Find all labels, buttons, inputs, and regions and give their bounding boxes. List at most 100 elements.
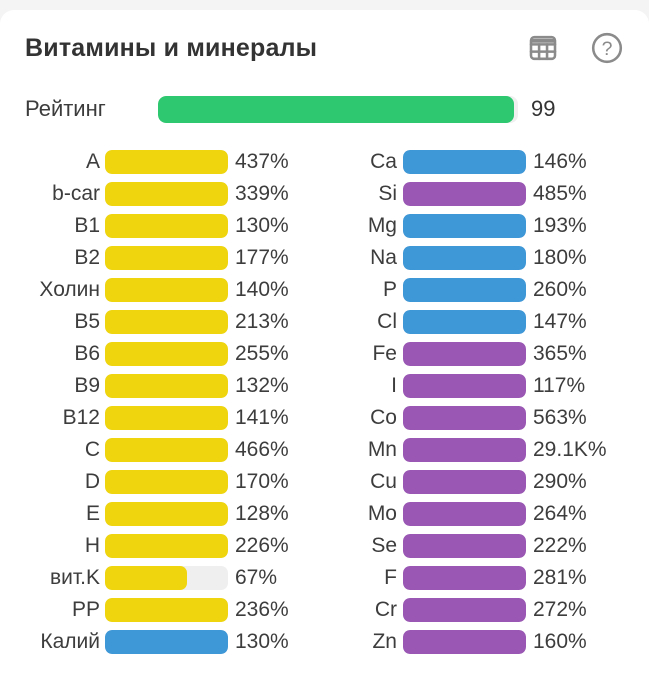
nutrient-bar-fill [403, 534, 526, 558]
nutrient-row: Cu 290% [330, 466, 630, 498]
nutrient-label: Zn [372, 630, 397, 653]
nutrient-bar-fill [403, 470, 526, 494]
nutrient-value: 290% [533, 470, 587, 493]
nutrient-bar-track [403, 374, 526, 398]
nutrient-row: Mg 193% [330, 210, 630, 242]
rating-value: 99 [531, 96, 556, 121]
nutrient-row: Se 222% [330, 530, 630, 562]
nutrient-bar-fill [105, 246, 228, 270]
nutrient-bar-fill [105, 406, 228, 430]
nutrient-value: 128% [235, 502, 289, 525]
nutrient-value: 180% [533, 246, 587, 269]
nutrient-row: PP 236% [20, 594, 330, 626]
nutrient-bar-track [403, 598, 526, 622]
nutrient-bar-track [105, 310, 228, 334]
rating-bar-track [158, 95, 518, 123]
nutrient-label: B6 [74, 342, 100, 365]
nutrient-label: Fe [372, 342, 397, 365]
nutrient-label: Mn [367, 438, 397, 461]
nutrient-bar-track [105, 214, 228, 238]
nutrient-bar-fill [403, 566, 526, 590]
nutrient-row: E 128% [20, 498, 330, 530]
nutrient-bar-fill [403, 374, 526, 398]
nutrient-bar-track [105, 406, 228, 430]
nutrient-row: H 226% [20, 530, 330, 562]
nutrient-bar-fill [105, 278, 228, 302]
nutrient-bar-fill [403, 310, 526, 334]
nutrient-label: B5 [74, 310, 100, 333]
nutrient-bar-fill [105, 182, 228, 206]
svg-text:?: ? [602, 38, 613, 60]
nutrient-label: Si [378, 182, 397, 205]
nutrient-bar-track [403, 502, 526, 526]
vitamins-column: A 437% b-car 339% B1 130% B2 177% Холин 140% B5 213… [20, 146, 330, 658]
nutrient-bar-track [105, 502, 228, 526]
nutrient-row: Mo 264% [330, 498, 630, 530]
nutrient-value: 255% [235, 342, 289, 365]
nutrient-label: B2 [74, 246, 100, 269]
nutrient-value: 132% [235, 374, 289, 397]
nutrient-bar-track [105, 182, 228, 206]
nutrient-value: 193% [533, 214, 587, 237]
nutrient-bar-track [403, 278, 526, 302]
nutrient-row: Fe 365% [330, 338, 630, 370]
nutrient-bar-track [403, 534, 526, 558]
nutrient-value: 29.1K% [533, 438, 607, 461]
nutrient-label: Cr [374, 598, 397, 621]
nutrient-value: 140% [235, 278, 289, 301]
nutrient-bar-track [105, 534, 228, 558]
nutrient-label: F [384, 566, 397, 589]
nutrient-value: 563% [533, 406, 587, 429]
nutrient-row: Co 563% [330, 402, 630, 434]
nutrient-value: 466% [235, 438, 289, 461]
question-icon: ? [591, 32, 623, 64]
card-header: Витамины и минералы ? [0, 10, 649, 68]
nutrient-bar-track [403, 246, 526, 270]
nutrient-row: вит.K 67% [20, 562, 330, 594]
nutrient-bar-fill [403, 630, 526, 654]
nutrient-label: Ca [370, 150, 397, 173]
table-view-button[interactable] [523, 28, 563, 68]
nutrient-row: P 260% [330, 274, 630, 306]
nutrient-bar-track [403, 310, 526, 334]
nutrient-row: Cr 272% [330, 594, 630, 626]
nutrient-bar-fill [403, 342, 526, 366]
minerals-column: Ca 146% Si 485% Mg 193% Na 180% P 260% Cl 147% Fe 365… [330, 146, 630, 658]
nutrient-value: 272% [533, 598, 587, 621]
page-title: Витамины и минералы [25, 33, 318, 62]
nutrient-row: B9 132% [20, 370, 330, 402]
nutrient-label: b-car [52, 182, 100, 205]
nutrient-bar-fill [105, 214, 228, 238]
help-button[interactable]: ? [587, 28, 627, 68]
nutrient-bar-track [403, 566, 526, 590]
rating-bar-fill [158, 95, 515, 123]
vitamins-minerals-card: Витамины и минералы ? Рейтин [0, 10, 649, 680]
nutrient-row: B1 130% [20, 210, 330, 242]
nutrient-bar-track [105, 150, 228, 174]
nutrient-bar-track [403, 150, 526, 174]
nutrient-value: 365% [533, 342, 587, 365]
nutrient-bar-track [105, 246, 228, 270]
nutrient-bar-fill [403, 598, 526, 622]
nutrient-value: 177% [235, 246, 289, 269]
nutrient-row: C 466% [20, 434, 330, 466]
nutrient-value: 260% [533, 278, 587, 301]
nutrient-bar-track [403, 214, 526, 238]
nutrient-row: Si 485% [330, 178, 630, 210]
nutrient-bar-track [105, 342, 228, 366]
nutrient-label: D [84, 470, 100, 493]
nutrient-bar-track [105, 374, 228, 398]
nutrient-label: Mg [367, 214, 397, 237]
nutrient-value: 130% [235, 630, 289, 653]
nutrient-bar-fill [105, 502, 228, 526]
nutrient-row: Холин 140% [20, 274, 330, 306]
nutrient-row: B12 141% [20, 402, 330, 434]
rating-row: Рейтинг 99 [0, 94, 649, 124]
nutrient-value: 281% [533, 566, 587, 589]
nutrient-bar-fill [105, 374, 228, 398]
nutrient-bar-fill [105, 566, 188, 590]
nutrient-label: B12 [62, 406, 100, 429]
nutrient-value: 213% [235, 310, 289, 333]
nutrient-label: B1 [74, 214, 100, 237]
rating-label: Рейтинг [25, 96, 106, 121]
